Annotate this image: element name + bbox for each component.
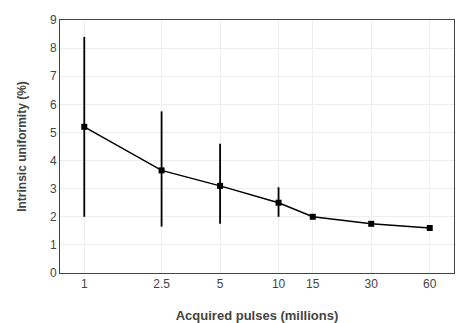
svg-text:10: 10 (272, 277, 286, 291)
svg-text:2: 2 (50, 210, 57, 224)
svg-text:4: 4 (50, 154, 57, 168)
svg-text:5: 5 (50, 126, 57, 140)
svg-text:1: 1 (81, 277, 88, 291)
svg-text:6: 6 (50, 98, 57, 112)
svg-text:8: 8 (50, 41, 57, 55)
svg-text:9: 9 (50, 13, 57, 27)
svg-text:1: 1 (50, 238, 57, 252)
svg-text:Acquired pulses (millions): Acquired pulses (millions) (176, 308, 339, 323)
svg-text:2.5: 2.5 (153, 277, 170, 291)
svg-text:30: 30 (365, 277, 379, 291)
svg-text:3: 3 (50, 182, 57, 196)
svg-text:15: 15 (306, 277, 320, 291)
svg-text:60: 60 (423, 277, 437, 291)
svg-text:Intrinsic uniformity (%): Intrinsic uniformity (%) (15, 81, 29, 212)
svg-text:5: 5 (217, 277, 224, 291)
svg-text:0: 0 (50, 266, 57, 280)
svg-text:7: 7 (50, 69, 57, 83)
